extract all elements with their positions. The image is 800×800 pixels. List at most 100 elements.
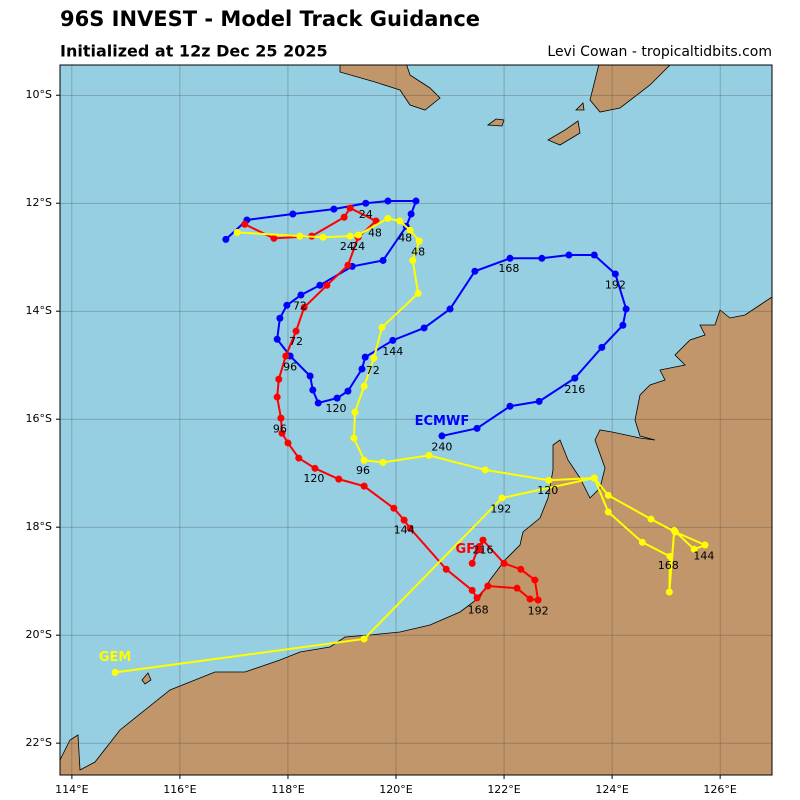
hour-label: 240 xyxy=(431,440,452,453)
track-point xyxy=(590,251,598,259)
track-point xyxy=(571,374,579,382)
track-point xyxy=(622,305,630,313)
track-point xyxy=(351,408,359,416)
hour-label: 72 xyxy=(366,364,380,377)
y-tick-label: 22°S xyxy=(26,736,52,749)
track-point xyxy=(534,596,542,604)
track-point xyxy=(506,402,514,410)
track-point xyxy=(360,482,368,490)
hour-label: 24 xyxy=(340,240,354,253)
track-point xyxy=(506,254,514,262)
track-point xyxy=(300,303,308,311)
track-name: GFS xyxy=(456,542,485,557)
track-point xyxy=(384,197,392,205)
track-point xyxy=(531,576,539,584)
track-point xyxy=(513,584,521,592)
hour-label: 120 xyxy=(537,484,558,497)
y-tick-label: 10°S xyxy=(26,88,52,101)
hour-label: 96 xyxy=(273,422,287,435)
track-point xyxy=(379,458,387,466)
track-point xyxy=(535,397,543,405)
hour-label: 192 xyxy=(490,502,511,515)
track-point xyxy=(273,335,281,343)
track-point xyxy=(446,305,454,313)
track-name: GEM xyxy=(99,650,132,665)
track-point xyxy=(412,197,420,205)
australia xyxy=(60,296,772,775)
track-point xyxy=(346,232,354,240)
track-point xyxy=(389,336,397,344)
hour-label: 168 xyxy=(498,262,519,275)
track-point xyxy=(565,251,573,259)
hour-label: 168 xyxy=(468,603,489,616)
track-point xyxy=(517,565,525,573)
track-point xyxy=(438,432,446,440)
track-point xyxy=(468,586,476,594)
track-point xyxy=(665,588,673,596)
track-point xyxy=(358,365,366,373)
hour-label: 216 xyxy=(564,383,585,396)
track-point xyxy=(354,231,362,239)
track-point xyxy=(690,545,698,553)
track-point xyxy=(278,429,286,437)
track-point xyxy=(297,291,305,299)
x-tick-label: 118°E xyxy=(271,783,304,796)
track-point xyxy=(362,199,370,207)
plot-frame xyxy=(59,64,773,776)
hour-label: 72 xyxy=(293,299,307,312)
land-layer xyxy=(60,65,772,775)
x-tick-label: 120°E xyxy=(379,783,412,796)
track-point xyxy=(604,508,612,516)
track-point xyxy=(340,213,348,221)
island xyxy=(141,672,152,685)
x-tick-label: 114°E xyxy=(55,783,88,796)
hour-label: 144 xyxy=(394,523,415,536)
hour-label: 24 xyxy=(359,208,373,221)
track-point xyxy=(333,394,341,402)
hour-label: 192 xyxy=(605,278,626,291)
track-point xyxy=(611,270,619,278)
track-point xyxy=(344,261,352,269)
track-point xyxy=(468,559,476,567)
track-point xyxy=(406,226,414,234)
track-point xyxy=(323,281,331,289)
track-point xyxy=(344,387,352,395)
track-point xyxy=(670,526,678,534)
track-point xyxy=(273,393,281,401)
track-point xyxy=(442,565,450,573)
island xyxy=(589,65,671,113)
track-point xyxy=(407,210,415,218)
track-point xyxy=(233,228,241,236)
hour-label: 168 xyxy=(658,559,679,572)
track-point xyxy=(406,524,414,532)
track-point xyxy=(396,217,404,225)
hour-label: 96 xyxy=(356,464,370,477)
track-point xyxy=(292,327,300,335)
track-point xyxy=(471,267,479,275)
track-point xyxy=(647,515,655,523)
track-point xyxy=(306,372,314,380)
hour-label: 144 xyxy=(693,549,714,562)
y-tick-label: 14°S xyxy=(26,304,52,317)
track-point xyxy=(330,205,338,213)
track-point xyxy=(484,582,492,590)
track-point xyxy=(378,323,386,331)
track-point xyxy=(619,321,627,329)
track-point xyxy=(474,544,482,552)
track-point xyxy=(473,594,481,602)
track-point xyxy=(360,382,368,390)
track-point xyxy=(277,414,285,422)
track-point xyxy=(296,232,304,240)
y-tick-label: 18°S xyxy=(26,520,52,533)
x-tick-label: 126°E xyxy=(703,783,736,796)
hour-label: 72 xyxy=(289,335,303,348)
chart-subtitle: Initialized at 12z Dec 25 2025 xyxy=(60,42,328,61)
hour-label: 120 xyxy=(326,402,347,415)
track-point xyxy=(379,256,387,264)
track-name: ECMWF xyxy=(415,414,470,429)
track-point xyxy=(500,559,508,567)
track-point xyxy=(361,353,369,361)
track-point xyxy=(526,595,534,603)
